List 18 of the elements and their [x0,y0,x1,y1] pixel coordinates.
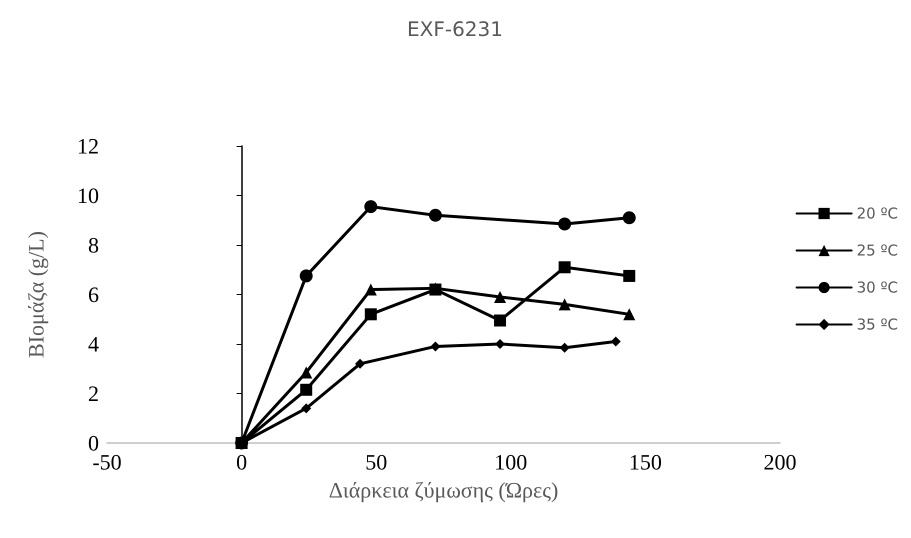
y-tick-label: 4 [88,332,99,356]
x-tick-label: 50 [365,450,388,474]
y-tick-label: 10 [77,183,99,208]
y-axis-title: ΒΙομάζα (g/L) [24,231,48,358]
x-tick-label: 0 [236,450,248,474]
chart-title: EXF-6231 [407,17,503,41]
y-tick-label: 6 [88,282,99,307]
x-tick-label: 200 [764,450,796,474]
y-tick-label: 2 [88,381,99,406]
legend-label: 35 ºC [856,316,898,334]
x-axis-title: Διάρκεια ζύμωσης (Ώρες) [328,478,558,502]
y-tick-label: 12 [77,134,99,158]
legend-label: 20 ºC [856,204,898,222]
legend-label: 30 ºC [856,278,898,296]
y-tick-label: 8 [88,232,99,258]
x-tick-label: 150 [628,450,662,474]
x-tick-label: 100 [494,450,528,474]
legend-label: 25 ºC [856,242,898,260]
